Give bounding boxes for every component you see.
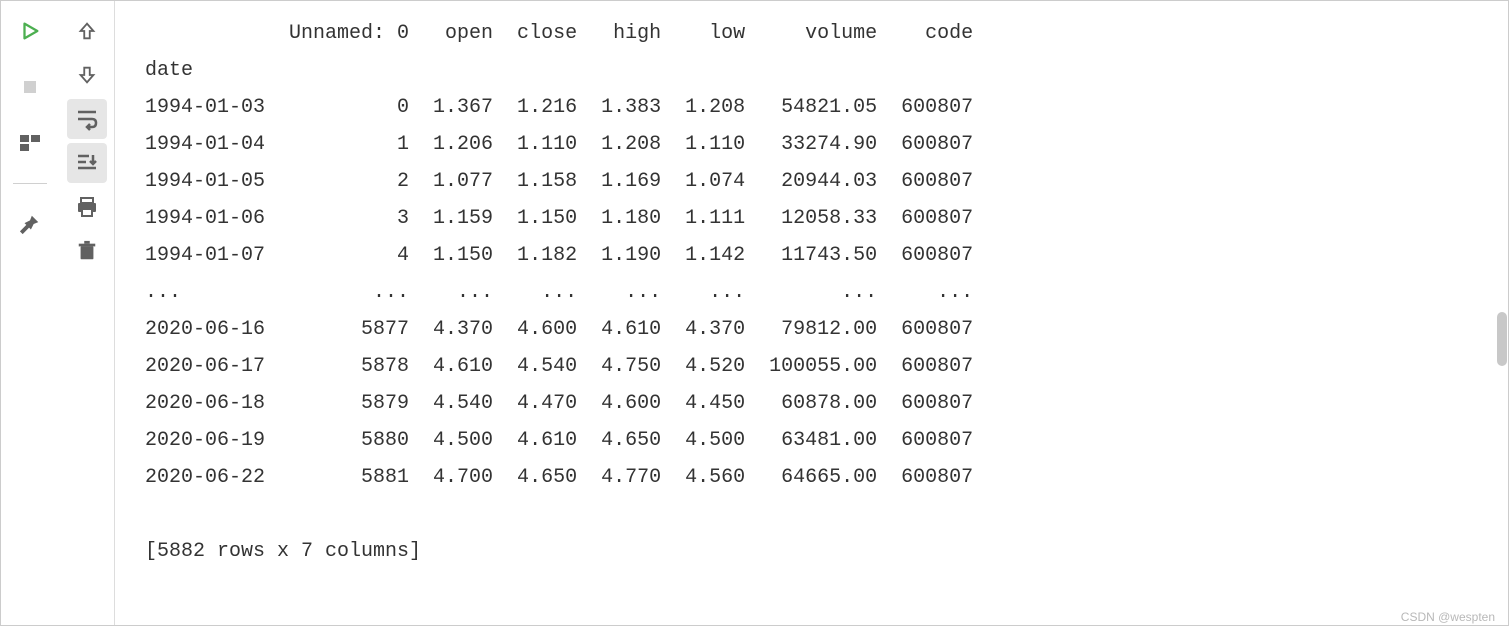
add-below-button[interactable] xyxy=(10,123,50,163)
move-down-button[interactable] xyxy=(67,55,107,95)
arrow-down-icon xyxy=(76,64,98,86)
play-icon xyxy=(19,20,41,42)
trash-icon xyxy=(76,240,98,262)
scrollbar-thumb[interactable] xyxy=(1497,312,1507,366)
pin-icon xyxy=(19,213,41,235)
stop-icon xyxy=(21,78,39,96)
delete-button[interactable] xyxy=(67,231,107,271)
arrow-up-icon xyxy=(76,20,98,42)
print-button[interactable] xyxy=(67,187,107,227)
watermark: CSDN @wespten xyxy=(1401,610,1495,624)
pin-button[interactable] xyxy=(10,204,50,244)
wrap-icon xyxy=(75,107,99,131)
cell-gutter-secondary xyxy=(59,1,115,625)
sort-output-button[interactable] xyxy=(67,143,107,183)
cell-container: Unnamed: 0 open close high low volume co… xyxy=(0,0,1509,626)
cell-output: Unnamed: 0 open close high low volume co… xyxy=(115,1,1508,625)
stop-cell-button[interactable] xyxy=(10,67,50,107)
add-below-icon xyxy=(18,131,42,155)
run-cell-button[interactable] xyxy=(10,11,50,51)
cell-gutter-primary xyxy=(1,1,59,625)
print-icon xyxy=(75,195,99,219)
wrap-output-button[interactable] xyxy=(67,99,107,139)
divider xyxy=(13,183,48,184)
sort-icon xyxy=(75,151,99,175)
move-up-button[interactable] xyxy=(67,11,107,51)
